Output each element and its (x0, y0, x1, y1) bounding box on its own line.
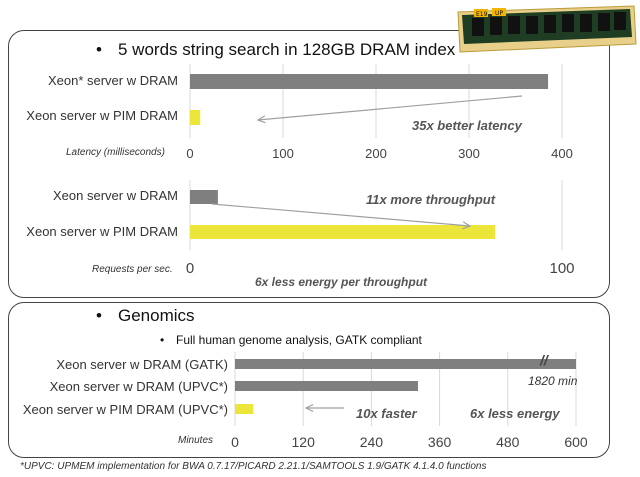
genomics-tick-1: 120 (291, 434, 315, 450)
genomics-cat-1: Xeon server w DRAM (UPVC*) (49, 379, 228, 394)
throughput-cat-1: Xeon server w PIM DRAM (26, 224, 178, 239)
throughput-arrow (211, 203, 471, 227)
genomics-bar-1 (235, 381, 419, 391)
dram-module-graphic: E19 UP (457, 5, 637, 53)
throughput-arrow-head (462, 221, 472, 230)
genomics-tick-2: 240 (359, 434, 384, 450)
latency-tick-2: 200 (365, 146, 387, 161)
throughput-bar-1 (190, 225, 496, 239)
genomics-arrow-head (304, 403, 314, 413)
latency-xlabel: Latency (milliseconds) (66, 147, 165, 158)
latency-tick-4: 400 (551, 146, 573, 161)
throughput-plot (189, 180, 563, 250)
throughput-chart: Xeon server w DRAM Xeon server w PIM DRA… (0, 180, 640, 289)
latency-arrow-head (256, 115, 266, 124)
energy-throughput-annotation: 6x less energy per throughput (255, 275, 428, 289)
latency-cat-0: Xeon* server w DRAM (47, 73, 178, 88)
genomics-xlabel: Minutes (178, 435, 214, 446)
genomics-energy-annotation: 6x less energy (470, 406, 560, 421)
latency-tick-1: 100 (272, 146, 294, 161)
throughput-bar-0 (190, 190, 218, 204)
latency-plot (189, 64, 563, 138)
genomics-cat-0: Xeon server w DRAM (GATK) (56, 357, 228, 372)
latency-arrow (257, 95, 523, 121)
dram-module-image: E19 UP (452, 4, 638, 54)
latency-bar-0 (190, 74, 549, 89)
latency-tick-3: 300 (458, 146, 480, 161)
throughput-cat-0: Xeon server w DRAM (53, 188, 178, 203)
axis-break-mark: // (540, 352, 548, 368)
genomics-break-label: 1820 min (528, 374, 578, 388)
chip-label-right: UP (495, 10, 503, 17)
panel-genomics (8, 302, 610, 458)
throughput-tick-1: 100 (549, 260, 575, 277)
panel2-sub-bullet: • (160, 333, 165, 347)
genomics-bar-2 (235, 404, 254, 414)
throughput-tick-0: 0 (185, 260, 195, 277)
genomics-chart: Xeon server w DRAM (GATK) Xeon server w … (0, 350, 640, 450)
genomics-tick-5: 600 (564, 434, 588, 450)
throughput-annotation: 11x more throughput (366, 192, 496, 207)
genomics-tick-4: 480 (496, 434, 520, 450)
genomics-tick-3: 360 (427, 434, 452, 450)
panel2-subtitle: Full human genome analysis, GATK complia… (176, 333, 422, 347)
panel1-title: 5 words string search in 128GB DRAM inde… (118, 40, 456, 59)
genomics-cat-2: Xeon server w PIM DRAM (UPVC*) (22, 402, 228, 417)
latency-chart: Xeon* server w DRAM Xeon server w PIM DR… (0, 60, 640, 165)
panel2-title: Genomics (118, 306, 195, 325)
genomics-tick-0: 0 (231, 434, 239, 450)
genomics-plot (234, 352, 577, 426)
panel1-bullet: • (96, 40, 102, 59)
latency-annotation: 35x better latency (412, 118, 522, 133)
latency-tick-0: 0 (186, 146, 194, 161)
genomics-bar-0 (235, 359, 576, 369)
footnote: *UPVC: UPMEM implementation for BWA 0.7.… (20, 461, 487, 472)
latency-cat-1: Xeon server w PIM DRAM (26, 108, 178, 123)
genomics-faster-annotation: 10x faster (356, 406, 417, 421)
chip-label-left: E19 (476, 11, 488, 18)
latency-bar-1 (190, 110, 201, 125)
throughput-xlabel: Requests per sec. (92, 264, 173, 275)
panel2-bullet: • (96, 306, 102, 325)
